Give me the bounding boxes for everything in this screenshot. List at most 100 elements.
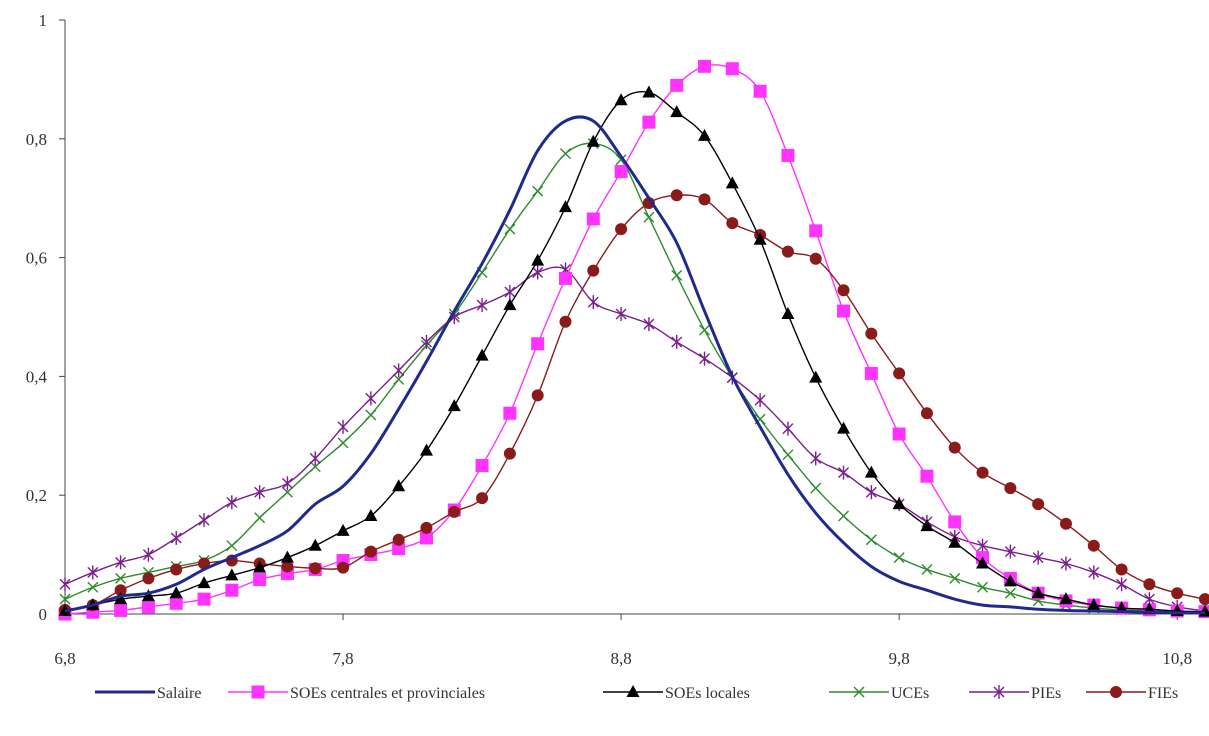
data-point (338, 438, 348, 448)
x-tick-label: 8,8 (610, 649, 631, 668)
data-point (1089, 565, 1099, 579)
data-point (420, 522, 432, 534)
data-point (337, 562, 349, 574)
data-point (505, 224, 515, 234)
data-point (894, 553, 904, 563)
data-point (1143, 578, 1155, 590)
legend-label: SOEs locales (665, 685, 750, 702)
series-line (65, 195, 1205, 610)
data-point (699, 60, 711, 72)
y-tick-label: 0,6 (26, 249, 47, 268)
data-point (755, 393, 765, 407)
data-point (781, 307, 794, 319)
data-point (505, 285, 515, 299)
series-lines (59, 60, 1209, 620)
data-point (782, 246, 794, 258)
data-point (559, 200, 572, 212)
data-point (504, 448, 516, 460)
series-soes-locales (59, 85, 1209, 616)
data-point (503, 298, 516, 310)
data-point (837, 422, 850, 434)
data-point (782, 149, 794, 161)
data-point (1005, 545, 1015, 559)
data-point (255, 485, 265, 499)
y-tick-label: 0,8 (26, 130, 47, 149)
data-point (865, 328, 877, 340)
legend-item: Salaire (95, 685, 201, 702)
data-point (810, 253, 822, 265)
data-point (839, 466, 849, 480)
data-point (699, 193, 711, 205)
data-point (560, 149, 570, 159)
data-point (171, 531, 181, 545)
data-point (838, 305, 850, 317)
series-line (65, 65, 1205, 614)
data-point (1004, 482, 1016, 494)
data-point (366, 410, 376, 420)
data-point (255, 513, 265, 523)
y-tick-label: 0,2 (26, 486, 47, 505)
data-point (672, 335, 682, 349)
data-point (393, 534, 405, 546)
data-point (615, 165, 627, 177)
data-point (587, 265, 599, 277)
data-point (726, 217, 738, 229)
data-point (1033, 551, 1043, 565)
data-point (700, 352, 710, 366)
data-point (866, 485, 876, 499)
data-point (309, 539, 322, 551)
data-point (950, 573, 960, 583)
data-point (588, 295, 598, 309)
data-point (559, 272, 571, 284)
data-point (1116, 563, 1128, 575)
data-point (671, 189, 683, 201)
data-point (643, 116, 655, 128)
data-point (115, 604, 127, 616)
data-point (476, 492, 488, 504)
series-uces (60, 139, 1209, 618)
data-point (726, 176, 739, 188)
data-point (783, 422, 793, 436)
data-point (949, 442, 961, 454)
data-point (587, 135, 600, 147)
data-point (88, 565, 98, 579)
y-tick-label: 0,4 (26, 367, 48, 386)
data-point (893, 367, 905, 379)
data-point (364, 509, 377, 521)
y-tick-label: 1 (39, 11, 48, 30)
data-point (1032, 498, 1044, 510)
data-point (1061, 557, 1071, 571)
data-point (949, 516, 961, 528)
series-soes-centrales-et-provinciales (59, 60, 1209, 620)
data-point (420, 444, 433, 456)
data-point (559, 316, 571, 328)
series-salaire (65, 117, 1205, 613)
data-point (199, 513, 209, 527)
data-point (281, 551, 294, 563)
data-point (978, 539, 988, 553)
data-point (783, 450, 793, 460)
series-fies (59, 189, 1209, 616)
data-point (532, 389, 544, 401)
data-point (170, 597, 182, 609)
data-point (977, 467, 989, 479)
data-point (170, 563, 182, 575)
data-point (1199, 593, 1209, 605)
data-point (615, 223, 627, 235)
data-point (226, 584, 238, 596)
data-point (865, 367, 877, 379)
data-point (644, 212, 654, 222)
data-point (533, 186, 543, 196)
data-point (337, 524, 350, 536)
data-point (810, 225, 822, 237)
data-point (726, 63, 738, 75)
data-point (921, 470, 933, 482)
legend-item: SOEs centrales et provinciales (228, 685, 485, 702)
x-tick-label: 10,8 (1162, 649, 1192, 668)
y-tick-label: 0 (39, 605, 48, 624)
data-point (1060, 518, 1072, 530)
data-point (143, 548, 153, 562)
legend-swatch-marker (627, 685, 640, 697)
